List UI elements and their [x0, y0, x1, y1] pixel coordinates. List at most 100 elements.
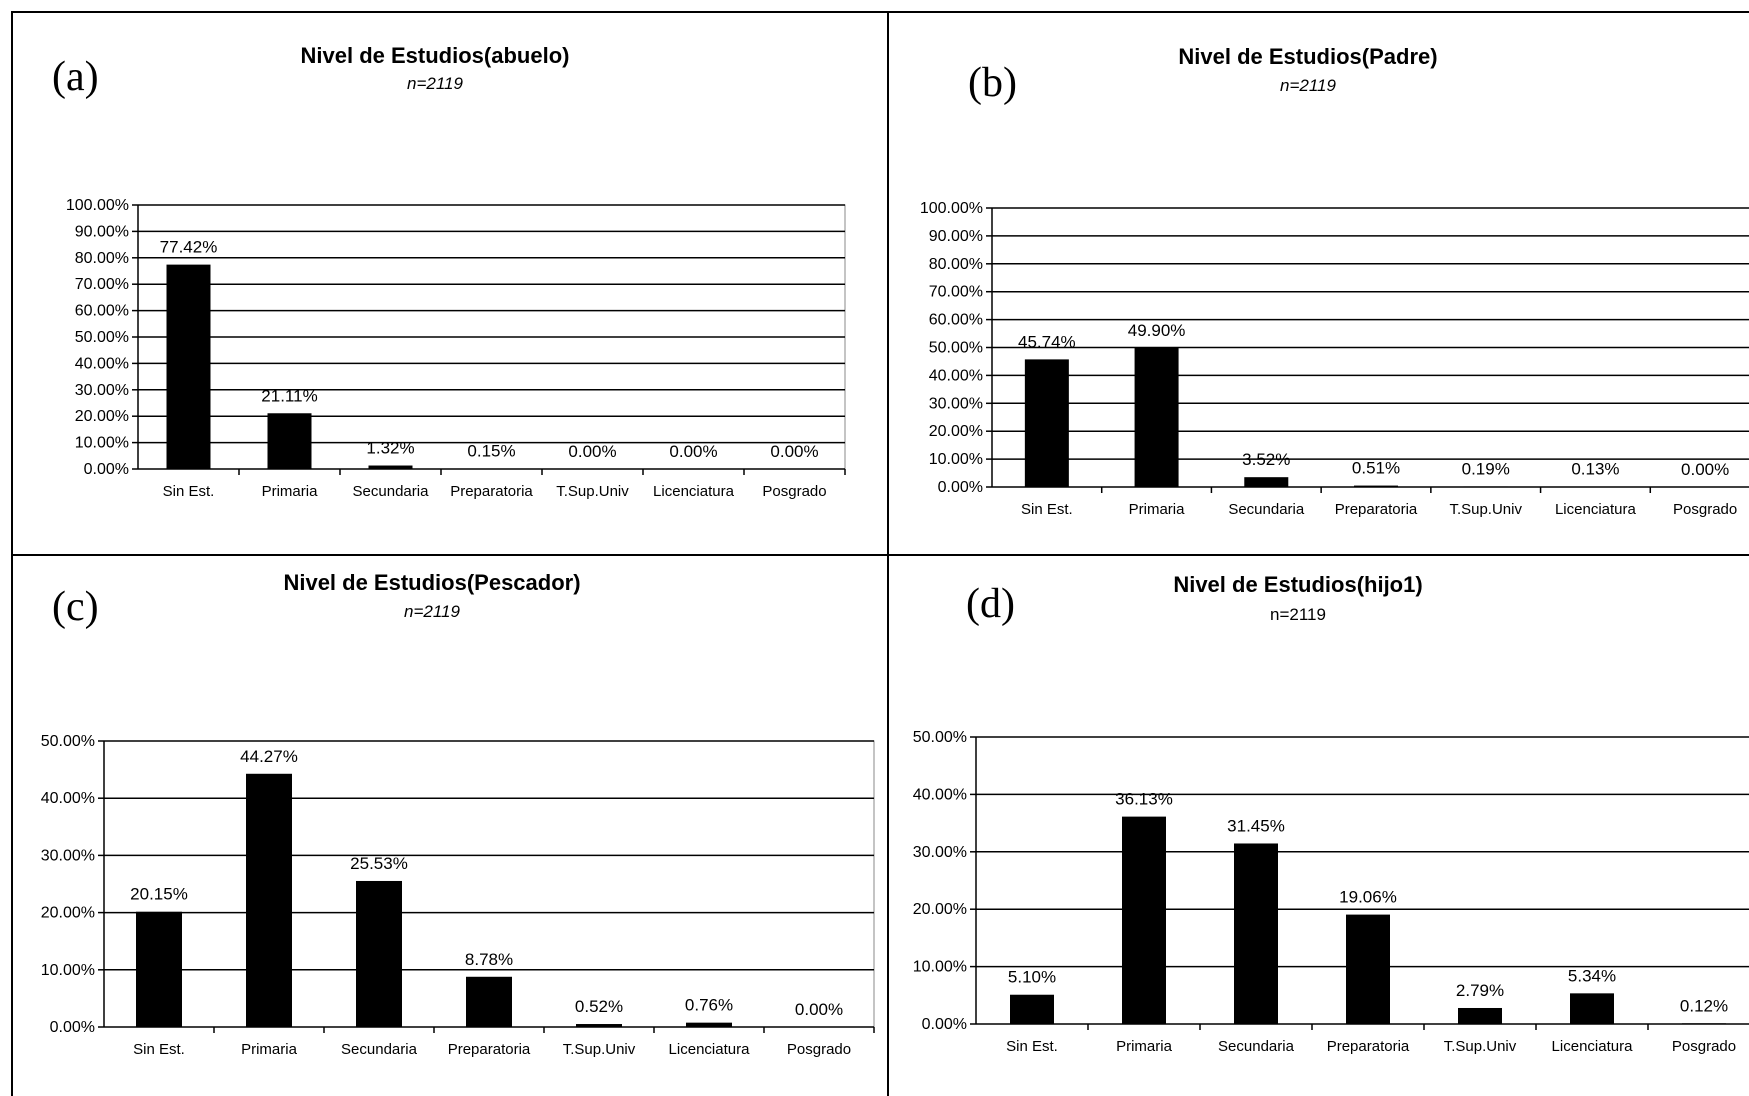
data-label: 44.27%: [240, 747, 298, 766]
x-tick-label: Secundaria: [1228, 501, 1305, 518]
x-tick-label: Preparatoria: [1327, 1038, 1410, 1055]
bar-posgrado: [1682, 1023, 1726, 1024]
y-tick-label: 70.00%: [75, 276, 129, 293]
bar-secundaria: [356, 880, 402, 1027]
y-tick-label: 40.00%: [929, 367, 983, 384]
data-label: 5.34%: [1568, 966, 1616, 985]
data-label: 45.74%: [1018, 332, 1076, 351]
y-tick-label: 20.00%: [41, 905, 95, 922]
x-tick-label: T.Sup.Univ: [1444, 1038, 1517, 1055]
charts-layer: (a) Nivel de Estudios(abuelo) n=2119 0.00% 1…: [41, 43, 1749, 1058]
y-tick-label: 10.00%: [913, 959, 967, 976]
chart-panel-b: (b) Nivel de Estudios(Padre) n=2119 0.00% 10…: [920, 44, 1749, 518]
data-label: 0.00%: [568, 442, 616, 461]
x-tick-label: Secundaria: [1218, 1038, 1295, 1055]
y-tick-label: 0.00%: [922, 1016, 967, 1033]
y-tick-label: 80.00%: [929, 256, 983, 273]
x-tick-label: Preparatoria: [1335, 501, 1418, 518]
x-tick-label: Sin Est.: [1006, 1038, 1058, 1055]
panel-label: (d): [966, 581, 1015, 627]
chart-title: Nivel de Estudios(Padre): [1178, 44, 1437, 69]
bar-sin-est: [136, 911, 182, 1027]
data-label: 0.52%: [575, 997, 623, 1016]
y-tick-label: 100.00%: [66, 197, 129, 214]
y-tick-label: 30.00%: [929, 395, 983, 412]
data-label: 21.11%: [261, 386, 317, 405]
bar-primaria: [1122, 816, 1166, 1024]
y-tick-label: 30.00%: [75, 382, 129, 399]
data-label: 31.45%: [1227, 816, 1285, 835]
x-tick-label: Posgrado: [762, 483, 826, 500]
chart-panel-a: (a) Nivel de Estudios(abuelo) n=2119 0.00% 1…: [52, 43, 846, 500]
chart-title: Nivel de Estudios(hijo1): [1173, 572, 1422, 597]
x-tick-label: Primaria: [241, 1041, 297, 1058]
y-tick-label: 0.00%: [84, 461, 129, 478]
x-tick-label: Licenciatura: [669, 1041, 751, 1058]
data-label: 5.10%: [1008, 968, 1056, 987]
chart-panel-d: (d) Nivel de Estudios(hijo1) n=2119 0.00% 10…: [913, 572, 1749, 1055]
y-tick-label: 50.00%: [913, 729, 967, 746]
data-label: 0.19%: [1462, 459, 1510, 478]
bar-primaria: [246, 773, 292, 1027]
data-label: 20.15%: [130, 885, 188, 904]
x-tick-label: Primaria: [1116, 1038, 1172, 1055]
bar-preparatoria: [1354, 485, 1398, 487]
data-label: 19.06%: [1339, 888, 1397, 907]
y-tick-label: 20.00%: [929, 423, 983, 440]
x-tick-label: Sin Est.: [1021, 501, 1073, 518]
x-tick-label: Posgrado: [787, 1041, 851, 1058]
y-tick-label: 100.00%: [920, 200, 983, 217]
bar-secundaria: [1234, 843, 1278, 1024]
y-tick-label: 10.00%: [929, 451, 983, 468]
data-label: 3.52%: [1242, 450, 1290, 469]
bar-licenciatura: [686, 1022, 732, 1027]
y-tick-label: 60.00%: [75, 303, 129, 320]
x-tick-label: Posgrado: [1673, 501, 1737, 518]
chart-subtitle: n=2119: [407, 74, 463, 93]
chart-subtitle: n=2119: [1270, 605, 1326, 624]
bar-secundaria: [1244, 477, 1289, 487]
y-tick-label: 20.00%: [913, 901, 967, 918]
data-label: 0.12%: [1680, 996, 1728, 1015]
y-tick-label: 40.00%: [913, 786, 967, 803]
bar-t-sup-univ: [1458, 1007, 1502, 1024]
chart-title: Nivel de Estudios(Pescador): [283, 570, 580, 595]
x-tick-label: Licenciatura: [653, 483, 735, 500]
chart-subtitle: n=2119: [1280, 76, 1336, 95]
x-tick-label: Sin Est.: [163, 483, 215, 500]
x-tick-label: Licenciatura: [1552, 1038, 1634, 1055]
x-tick-label: T.Sup.Univ: [563, 1041, 636, 1058]
y-tick-label: 30.00%: [41, 847, 95, 864]
y-tick-label: 90.00%: [75, 223, 129, 240]
y-tick-label: 0.00%: [938, 479, 983, 496]
panel-label: (c): [52, 584, 99, 630]
data-label: 0.15%: [467, 442, 515, 461]
data-label: 0.00%: [1681, 460, 1729, 479]
data-label: 1.32%: [366, 439, 414, 458]
x-tick-label: Primaria: [262, 483, 318, 500]
y-tick-label: 20.00%: [75, 408, 129, 425]
bar-secundaria: [368, 465, 413, 469]
y-tick-label: 10.00%: [75, 435, 129, 452]
y-tick-label: 90.00%: [929, 228, 983, 245]
data-label: 49.90%: [1128, 321, 1186, 340]
y-tick-label: 30.00%: [913, 844, 967, 861]
x-tick-label: T.Sup.Univ: [1449, 501, 1522, 518]
data-label: 0.00%: [669, 442, 717, 461]
bar-sin-est: [166, 264, 211, 469]
bar-sin-est: [1010, 994, 1054, 1024]
x-tick-label: Preparatoria: [450, 483, 533, 500]
y-tick-label: 50.00%: [929, 340, 983, 357]
data-label: 36.13%: [1115, 790, 1173, 809]
bar-t-sup-univ: [576, 1024, 622, 1027]
x-tick-label: Licenciatura: [1555, 501, 1637, 518]
x-tick-label: Secundaria: [341, 1041, 418, 1058]
bar-primaria: [267, 413, 312, 469]
y-tick-label: 0.00%: [50, 1019, 95, 1036]
data-label: 0.00%: [770, 442, 818, 461]
data-label: 0.00%: [795, 1000, 843, 1019]
y-tick-label: 10.00%: [41, 962, 95, 979]
y-tick-label: 60.00%: [929, 312, 983, 329]
data-label: 0.51%: [1352, 459, 1400, 478]
